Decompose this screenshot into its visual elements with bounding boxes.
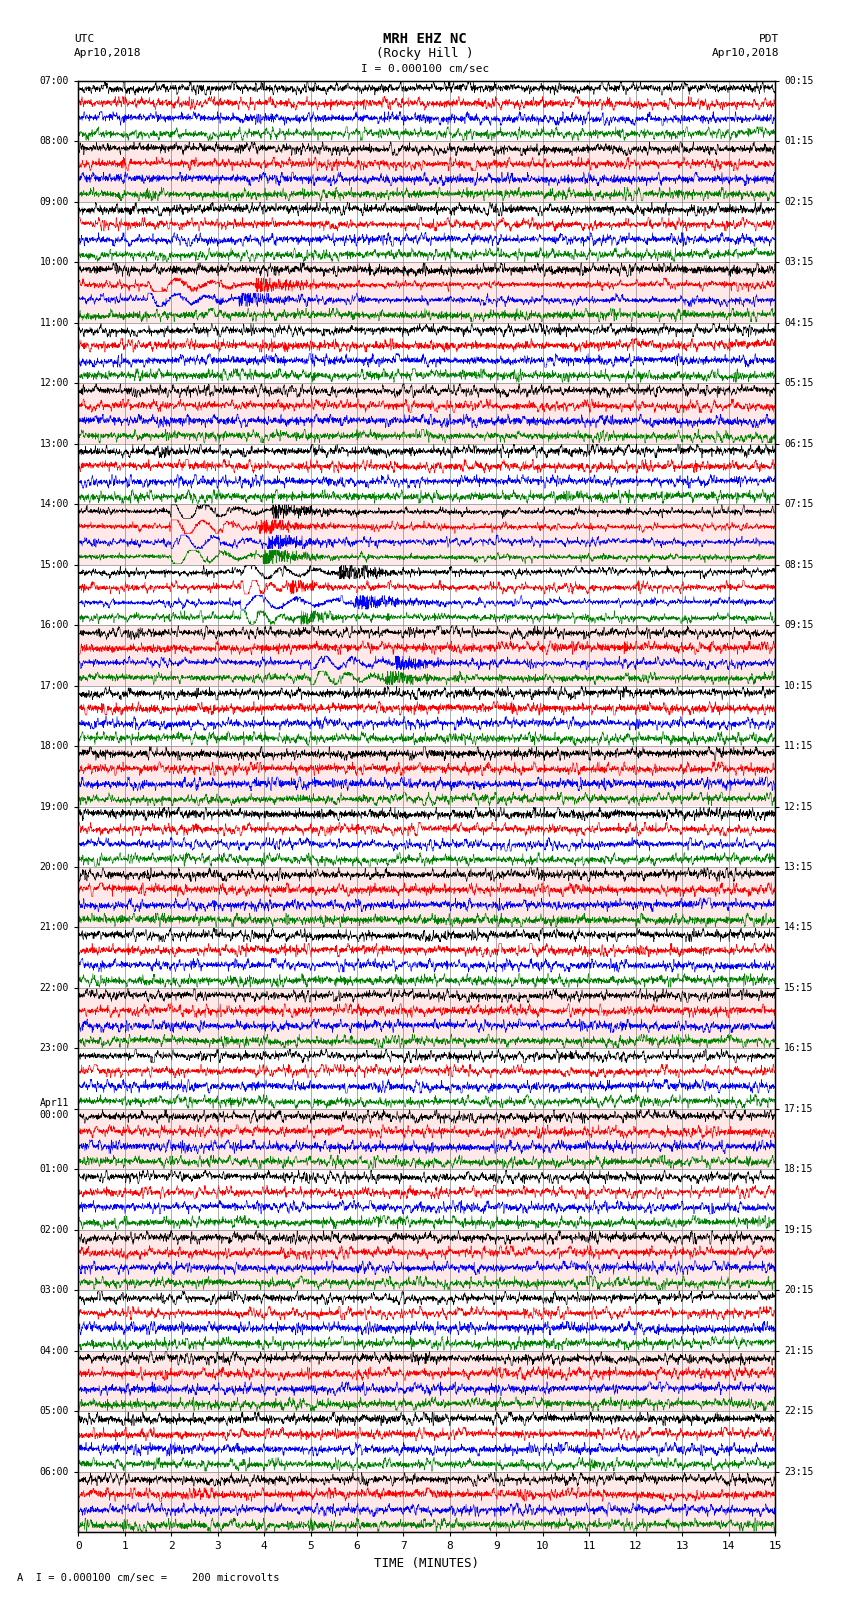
X-axis label: TIME (MINUTES): TIME (MINUTES) [374,1557,479,1569]
Bar [78,384,775,444]
Text: A  I = 0.000100 cm/sec =    200 microvolts: A I = 0.000100 cm/sec = 200 microvolts [17,1573,280,1582]
Text: Apr10,2018: Apr10,2018 [712,48,779,58]
Text: Apr10,2018: Apr10,2018 [74,48,141,58]
Bar [78,263,775,323]
Bar [78,505,775,565]
Bar [78,1471,775,1532]
Bar [78,1229,775,1290]
Bar [78,747,775,806]
Bar [78,1110,775,1169]
Bar [78,987,775,1048]
Text: (Rocky Hill ): (Rocky Hill ) [377,47,473,60]
Text: MRH EHZ NC: MRH EHZ NC [383,32,467,45]
Bar [78,142,775,202]
Bar [78,626,775,686]
Bar [78,1352,775,1411]
Text: I = 0.000100 cm/sec: I = 0.000100 cm/sec [361,65,489,74]
Bar [78,868,775,927]
Text: PDT: PDT [759,34,779,44]
Text: UTC: UTC [74,34,94,44]
